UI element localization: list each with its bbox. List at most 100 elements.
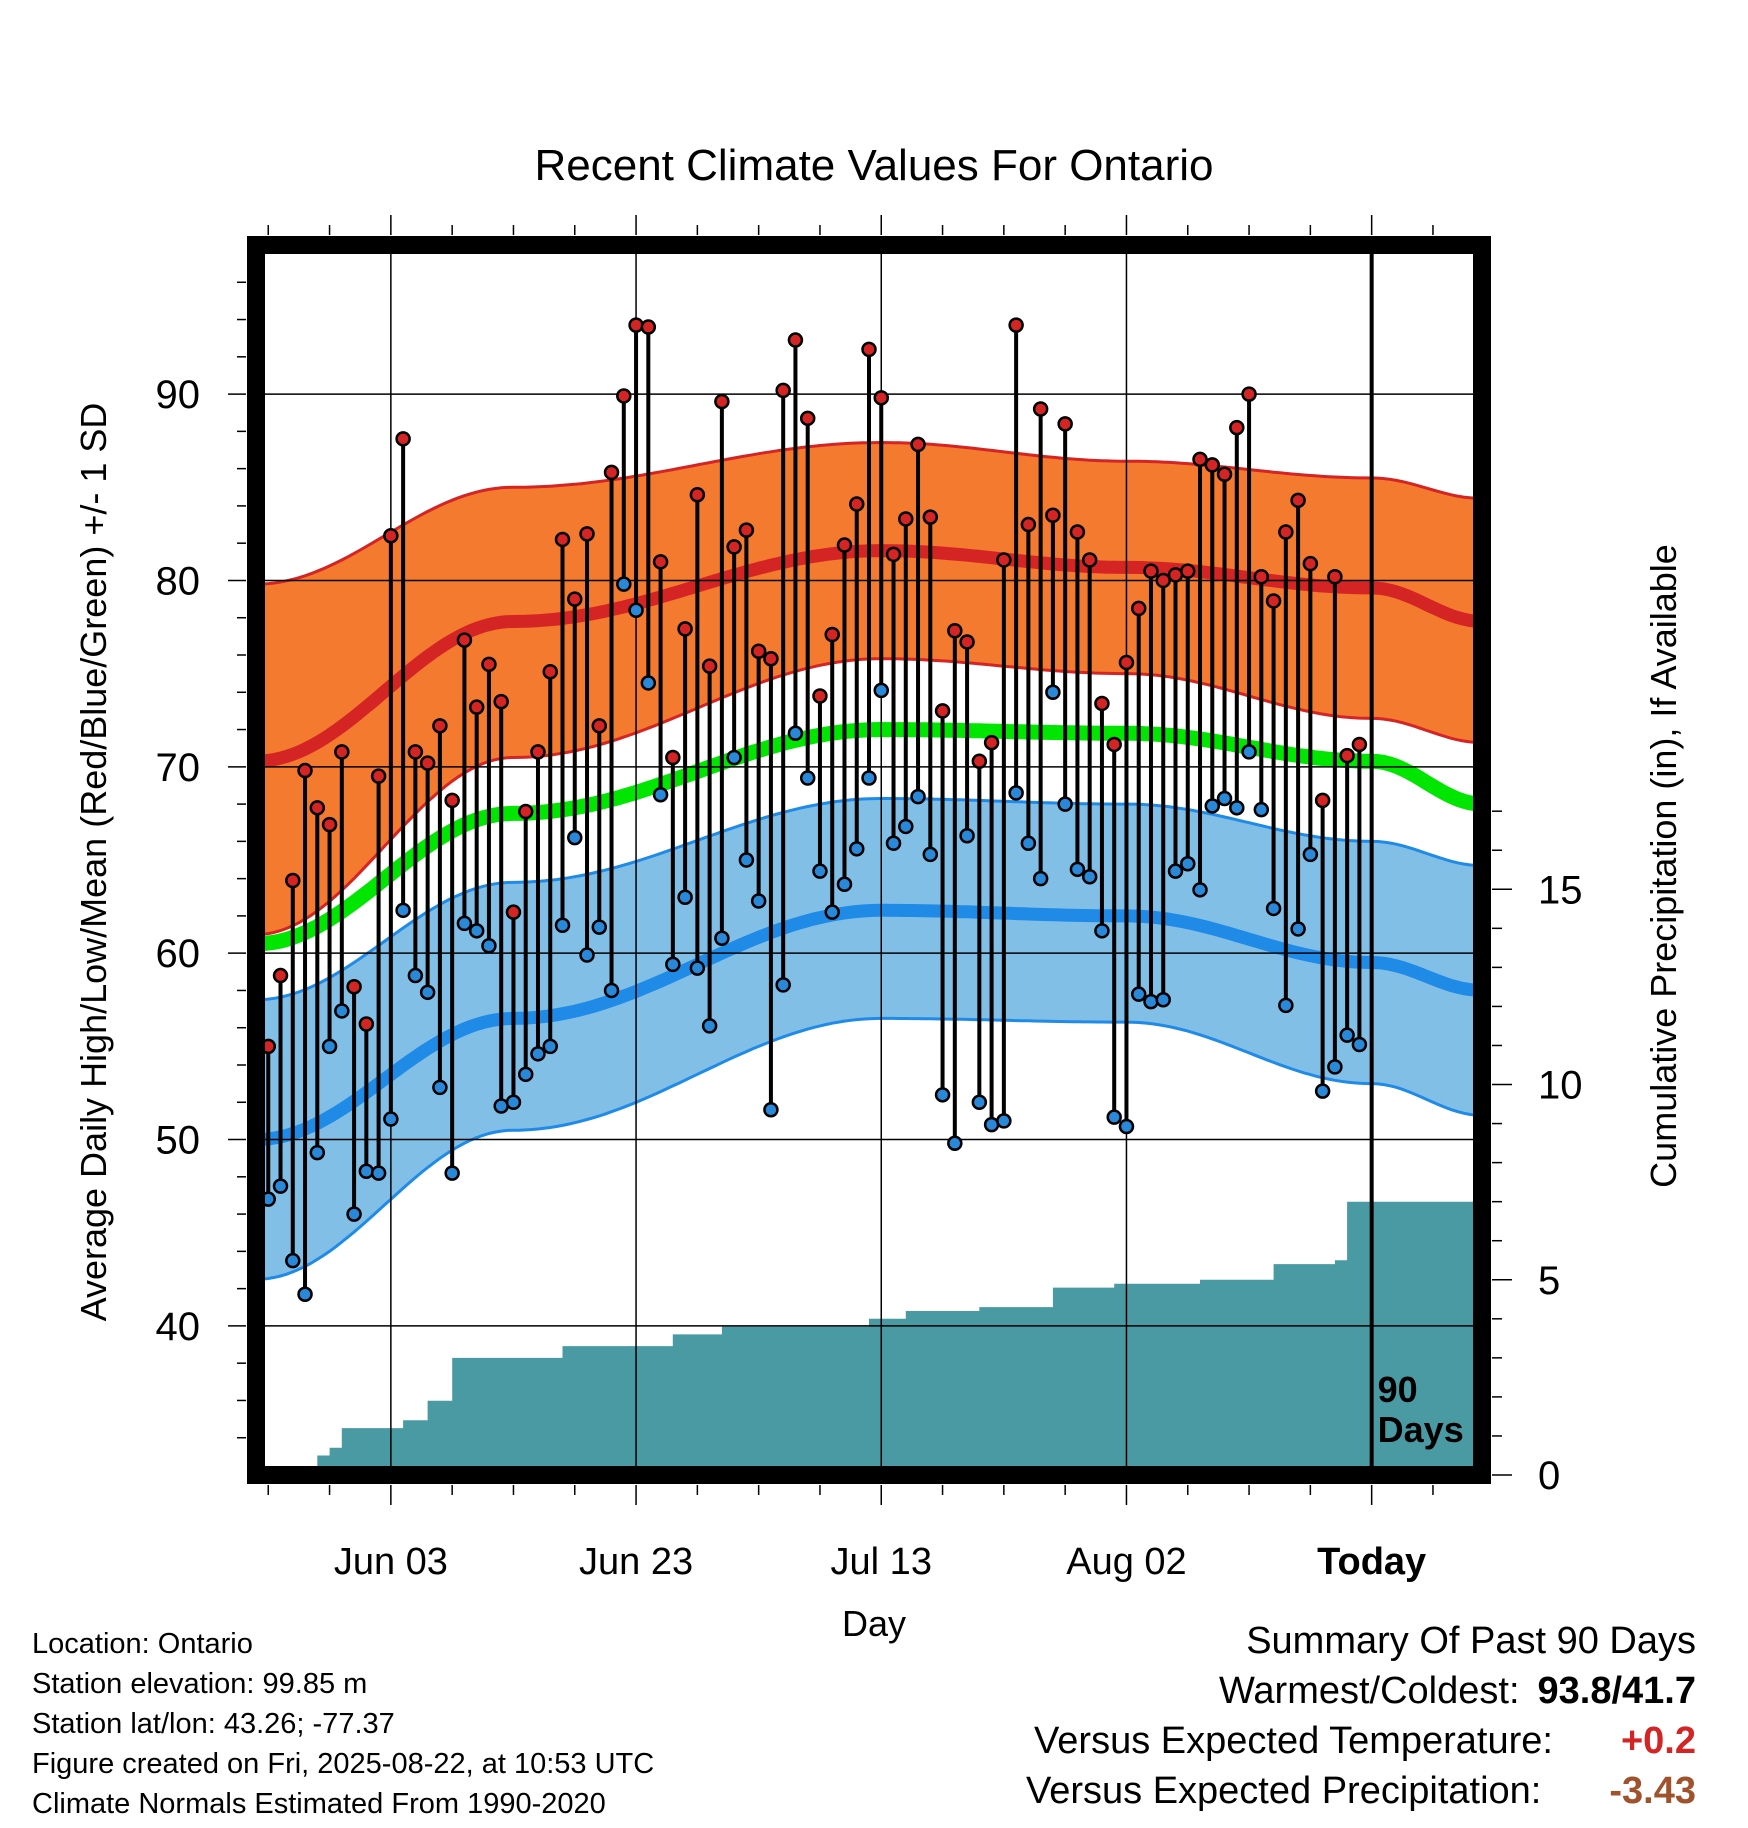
low-normal-line [256, 903, 1482, 1146]
high-point [407, 744, 424, 760]
high-point [652, 554, 669, 570]
low-point [1204, 798, 1221, 814]
y2-tick-label: 0 [1538, 1454, 1560, 1498]
warm-cold-value: 93.8/41.7 [1537, 1670, 1696, 1712]
x-tick-label: Jun 03 [334, 1541, 448, 1583]
x-tick-label: Today [1317, 1541, 1426, 1583]
high-point [481, 656, 497, 673]
low-point [554, 917, 571, 933]
high-point [1278, 524, 1294, 540]
high-point [358, 1016, 375, 1032]
latlon-text: Station lat/lon: 43.26; -77.37 [32, 1708, 395, 1740]
high-point [1302, 555, 1319, 572]
low-point [309, 1144, 326, 1161]
low-point [1290, 921, 1306, 937]
high-point [873, 390, 890, 406]
high-point [628, 317, 644, 333]
high-point [971, 753, 988, 769]
low-point [873, 682, 890, 699]
low-point [1314, 1083, 1331, 1099]
low-point [1045, 684, 1061, 701]
low-point [1106, 1109, 1122, 1125]
low-point [481, 937, 497, 954]
high-point [1081, 552, 1098, 568]
low-point [1008, 785, 1024, 801]
precip-row: Versus Expected Precipitation: -3.43 [1026, 1766, 1696, 1816]
high-point [432, 718, 448, 734]
low-point [517, 1066, 534, 1083]
low-point [750, 893, 767, 909]
low-point [370, 1165, 387, 1181]
low-point [567, 829, 583, 846]
plot-frame [247, 236, 1491, 1484]
high-point [983, 734, 1000, 751]
low-point [861, 770, 877, 786]
high-point [370, 768, 387, 784]
low-point [603, 982, 620, 999]
low-point [358, 1163, 375, 1179]
y-tick-label: 90 [156, 373, 201, 417]
high-point [738, 522, 755, 538]
high-point [468, 699, 485, 715]
high-point [554, 531, 571, 548]
y-axis-label: Average Daily High/Low/Mean (Red/Blue/Gr… [73, 403, 114, 1322]
high-point [591, 718, 608, 734]
low-point [1130, 986, 1147, 1002]
low-point [799, 770, 816, 786]
high-point [1180, 563, 1196, 579]
x-axis-label: Day [842, 1603, 906, 1644]
high-point [1008, 317, 1024, 333]
high-point [934, 703, 951, 719]
low-point [1069, 861, 1086, 878]
low-point [1167, 863, 1184, 879]
high-point [1351, 736, 1368, 753]
low-point [444, 1165, 460, 1181]
precip-area [256, 1201, 1482, 1475]
high-point [763, 650, 779, 667]
low-point [628, 602, 644, 619]
low-point [1351, 1036, 1368, 1053]
high-point [383, 527, 399, 544]
low-point [836, 876, 853, 892]
y2-axis-label: Cumulative Precipitation (in), If Availa… [1643, 544, 1684, 1188]
low-point [775, 977, 791, 993]
high-point [505, 904, 522, 920]
low-point [297, 1286, 313, 1302]
high-point [1327, 568, 1343, 585]
high-point [444, 792, 460, 809]
low-point [898, 818, 914, 835]
normals-text: Climate Normals Estimated From 1990-2020 [32, 1788, 606, 1820]
high-point [1032, 401, 1049, 417]
low-point [971, 1094, 988, 1111]
high-point [517, 803, 534, 820]
high-point [898, 511, 914, 527]
today-days-label: 90 [1378, 1369, 1418, 1410]
y-tick-label: 40 [156, 1305, 201, 1349]
high-point [1167, 567, 1184, 583]
station-info: Location: Ontario Station elevation: 99.… [32, 1624, 654, 1824]
low-point [652, 787, 669, 803]
created-text: Figure created on Fri, 2025-08-22, at 10… [32, 1748, 655, 1780]
high-point [272, 967, 289, 984]
high-point [1290, 492, 1306, 509]
warm-cold-label: Warmest/Coldest: [1218, 1670, 1520, 1712]
high-point [334, 744, 350, 760]
high-point [861, 341, 877, 358]
high-point [346, 978, 362, 995]
low-point [383, 1111, 399, 1127]
high-point [947, 623, 963, 639]
low-point [763, 1101, 779, 1118]
x-tick-label: Aug 02 [1066, 1541, 1186, 1583]
low-point [738, 852, 755, 868]
high-point [689, 486, 706, 503]
temp-value: +0.2 [1620, 1720, 1696, 1762]
y-tick-label: 60 [156, 932, 201, 976]
low-point [996, 1113, 1012, 1129]
low-point [1339, 1027, 1355, 1043]
low-point [983, 1116, 1000, 1133]
high-point [1314, 792, 1331, 809]
high-point [321, 816, 338, 833]
high-point [1155, 572, 1171, 589]
low-point [885, 835, 902, 851]
low-point [1241, 744, 1257, 760]
